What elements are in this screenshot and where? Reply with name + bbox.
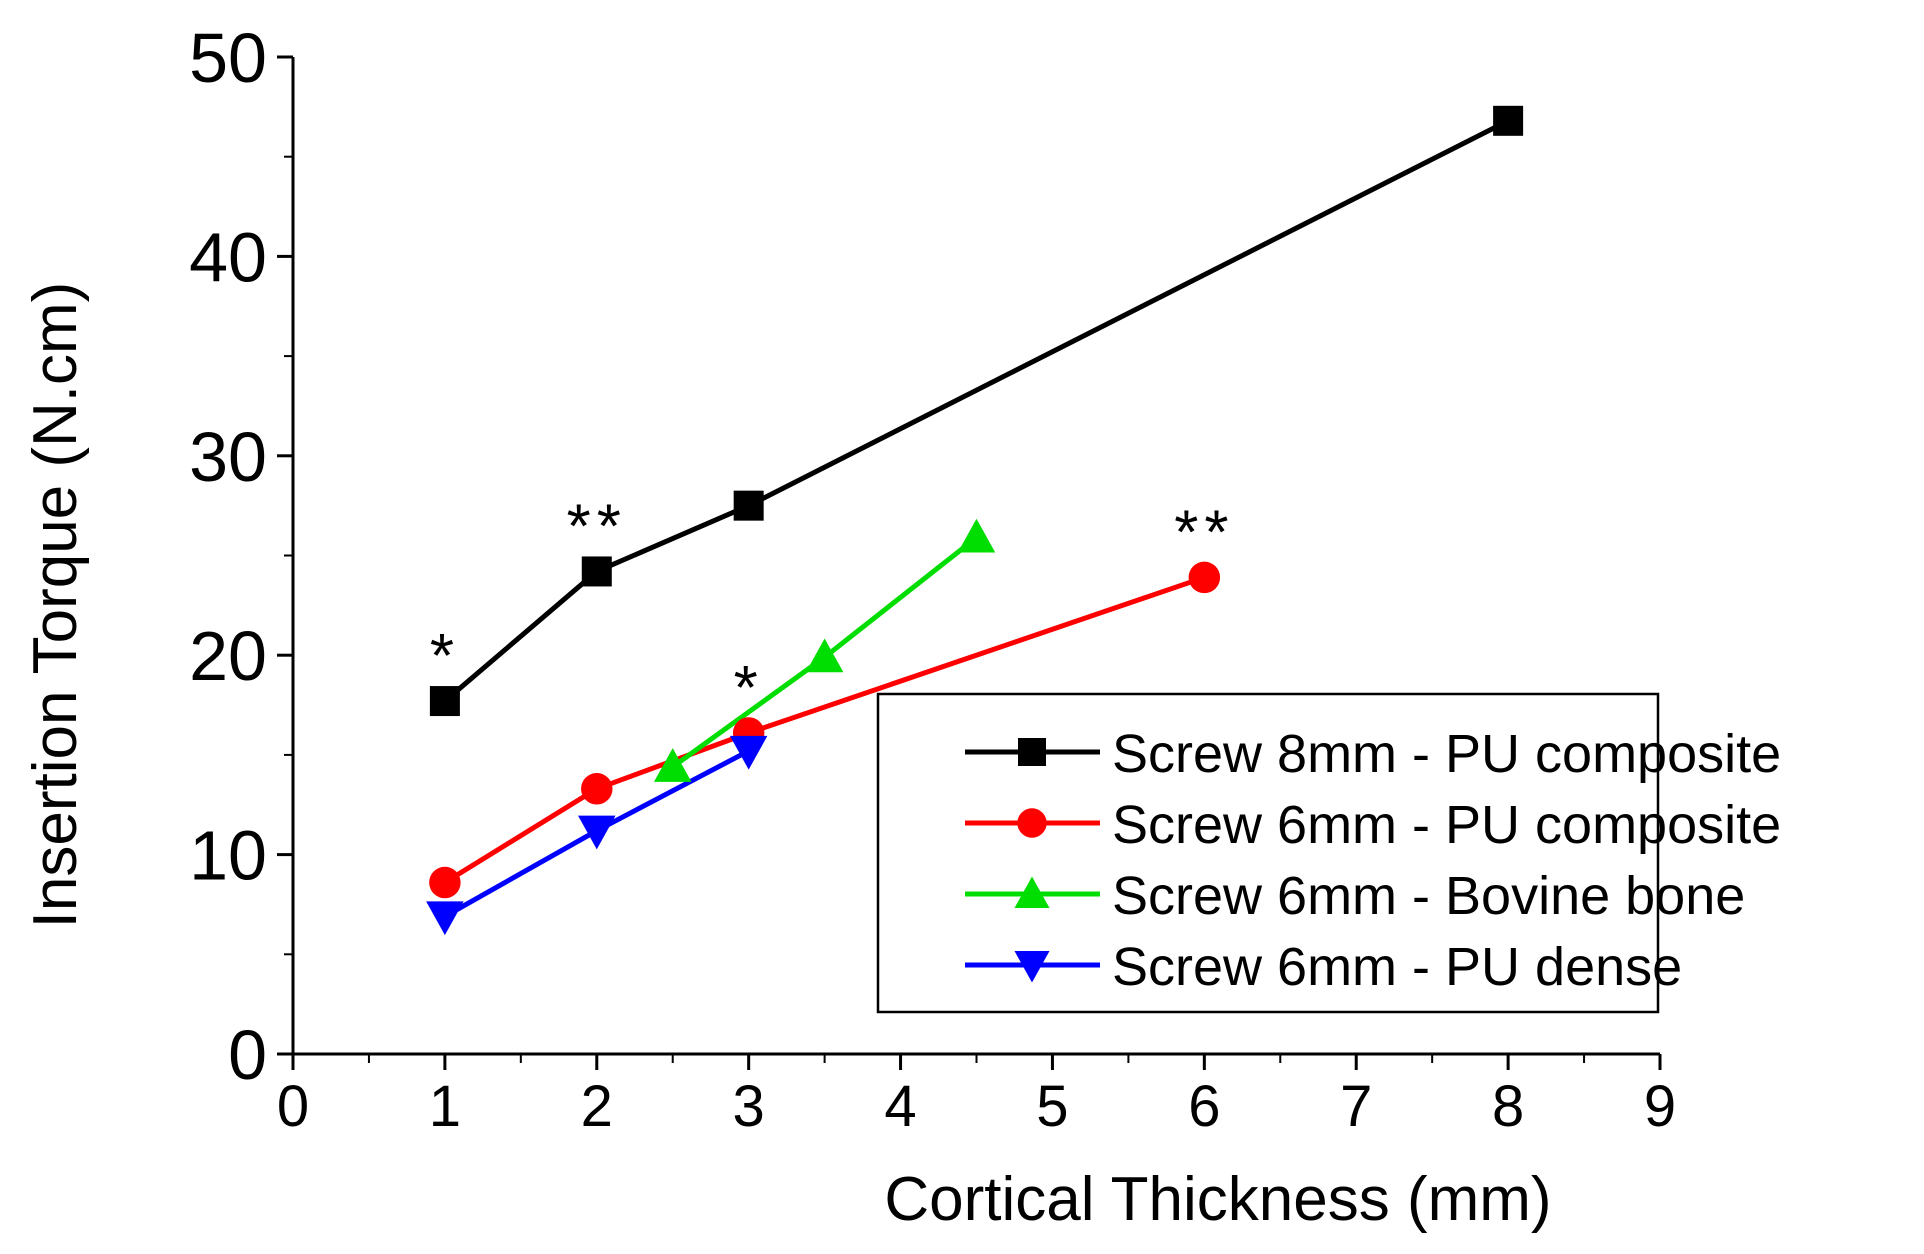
y-tick-label: 0: [228, 1016, 267, 1094]
series-line-1: [443, 118, 1510, 703]
legend-marker: [1018, 738, 1046, 766]
x-tick-label: 7: [1340, 1074, 1372, 1139]
data-point: [426, 901, 464, 936]
legend-label: Screw 8mm - PU composite: [1112, 724, 1781, 784]
legend-marker: [1017, 808, 1047, 838]
x-axis-title: Cortical Thickness (mm): [884, 1165, 1551, 1234]
legend-marker: [1014, 876, 1050, 908]
legend-label: Screw 6mm - Bovine bone: [1112, 866, 1745, 926]
x-tick-label: 9: [1644, 1074, 1676, 1139]
data-point: [729, 735, 768, 770]
significance-marker: *: [734, 654, 764, 723]
legend-marker: [1014, 951, 1050, 983]
y-tick-label: 50: [189, 19, 267, 97]
y-tick-label: 40: [189, 218, 267, 296]
x-tick-label: 3: [733, 1074, 765, 1139]
data-point: [1493, 105, 1524, 136]
y-axis-title: Insertion Torque (N.cm): [21, 282, 90, 929]
data-point: [581, 773, 613, 805]
legend-box: [876, 692, 1660, 1014]
data-point: [957, 518, 996, 553]
data-point: [733, 490, 764, 521]
axes: 0 1 2 3 4 5 6 7 8 9 0 10 20 30 40 50: [189, 19, 1676, 1139]
x-tick-label: 6: [1188, 1074, 1220, 1139]
legend-label: Screw 6mm - PU dense: [1112, 937, 1682, 997]
y-tick-label: 30: [189, 418, 267, 496]
significance-marker: **: [1174, 498, 1234, 567]
data-point: [578, 815, 616, 850]
data-point: [429, 686, 460, 717]
significance-marker: **: [567, 492, 627, 561]
data-point: [805, 638, 844, 673]
plot-annotations: ******: [430, 492, 1234, 723]
x-tick-label: 1: [429, 1074, 461, 1139]
data-point: [581, 556, 612, 587]
x-tick-label: 4: [884, 1074, 916, 1139]
x-tick-label: 0: [277, 1074, 309, 1139]
y-tick-label: 20: [189, 617, 267, 695]
data-point: [429, 866, 461, 899]
significance-marker: *: [430, 622, 460, 691]
data-point: [1188, 561, 1221, 594]
x-tick-label: 5: [1036, 1074, 1068, 1139]
legend-label: Screw 6mm - PU composite: [1112, 795, 1781, 855]
legend: Screw 8mm - PU composite Screw 6mm - PU c…: [876, 692, 1781, 1014]
x-tick-label: 8: [1492, 1074, 1524, 1139]
x-tick-label: 2: [581, 1074, 613, 1139]
plot-markers: [426, 105, 1524, 936]
y-tick-label: 10: [189, 817, 267, 895]
data-point: [653, 748, 692, 782]
